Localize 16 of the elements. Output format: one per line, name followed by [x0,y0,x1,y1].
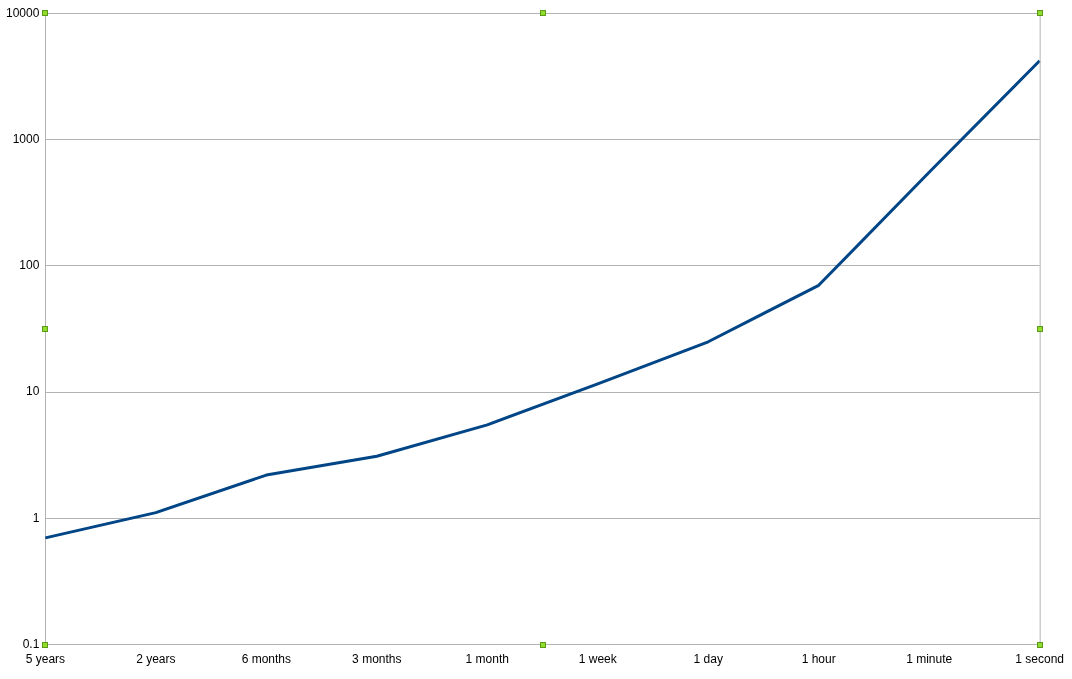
x-tick-label: 5 years [25,652,66,667]
x-tick-label: 1 day [693,652,723,667]
y-tick-label: 0.1 [22,636,40,651]
x-tick-label: 1 second [1015,652,1064,667]
x-tick-label: 2 years [136,652,176,667]
y-tick-label: 10 [26,384,40,399]
y-tick-label: 100 [19,258,40,273]
x-tick-label: 6 months [241,652,291,667]
x-tick-label: 3 months [352,652,402,667]
y-tick-label: 10000 [5,5,40,20]
x-tick-label: 1 minute [906,652,953,667]
x-tick-label: 1 hour [801,652,836,667]
y-tick-label: 1 [32,510,40,525]
x-tick-label: 1 week [578,652,618,667]
x-tick-label: 1 month [465,652,509,667]
y-tick-label: 1000 [12,131,40,146]
